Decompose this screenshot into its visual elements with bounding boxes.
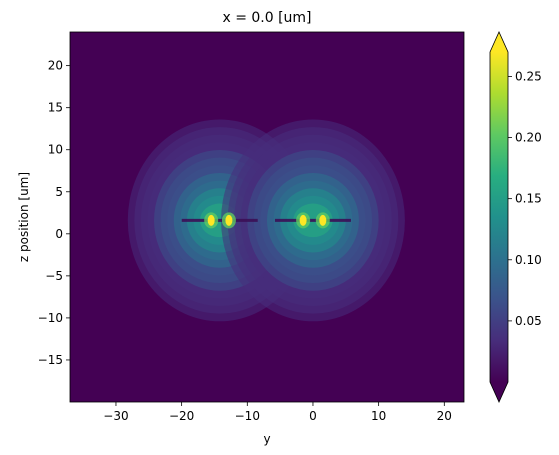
y-tick-label: −15: [38, 353, 63, 367]
y-tick-label: 5: [55, 185, 63, 199]
x-tick-label: 10: [371, 409, 386, 423]
waveguide-gap: [181, 218, 258, 222]
field-layer: [127, 119, 405, 322]
heatmap-plot: [70, 32, 464, 402]
x-tick-label: 0: [309, 409, 317, 423]
y-tick-label: 10: [48, 143, 63, 157]
y-tick-label: 0: [55, 227, 63, 241]
hotspot: [225, 214, 233, 226]
x-tick-label: −10: [235, 409, 260, 423]
colorbar-tick-label: 0.10: [515, 253, 542, 267]
colorbar-tick-label: 0.15: [515, 192, 542, 206]
y-axis-label: z position [um]: [17, 172, 31, 262]
x-axis: −30 −20 −10 0 10 20: [103, 402, 452, 423]
x-axis-label: y: [263, 432, 270, 446]
y-tick-label: −5: [45, 269, 63, 283]
waveguide-gap: [274, 218, 351, 222]
x-tick-label: −20: [169, 409, 194, 423]
y-tick-label: 15: [48, 101, 63, 115]
y-axis: −15 −10 −5 0 5 10 15 20: [38, 59, 70, 367]
hotspot: [207, 214, 215, 226]
y-tick-label: −10: [38, 311, 63, 325]
colorbar-tick-label: 0.05: [515, 314, 542, 328]
chart-title: x = 0.0 [um]: [222, 10, 311, 26]
x-tick-label: −30: [103, 409, 128, 423]
colorbar-extend-top: [490, 32, 508, 52]
colorbar-ticks: 0.05 0.10 0.15 0.20 0.25: [508, 69, 542, 328]
hotspot: [319, 214, 327, 226]
colorbar-extend-bottom: [490, 382, 508, 402]
colorbar: 0.05 0.10 0.15 0.20 0.25: [489, 31, 542, 403]
colorbar-gradient: [490, 52, 508, 382]
colorbar-tick-label: 0.20: [515, 131, 542, 145]
colorbar-tick-label: 0.25: [515, 69, 542, 83]
x-tick-label: 20: [437, 409, 452, 423]
colorbar-outline: [489, 31, 509, 403]
plot-frame: [69, 31, 465, 403]
hotspot: [299, 214, 307, 226]
y-tick-label: 20: [48, 59, 63, 73]
